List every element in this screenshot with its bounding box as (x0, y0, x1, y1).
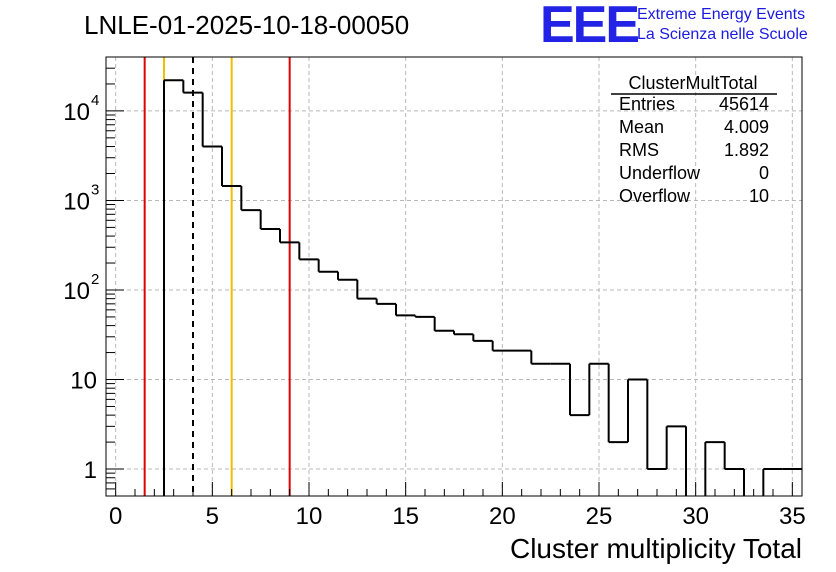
stats-row-label: RMS (619, 140, 659, 160)
stats-row-value: 4.009 (724, 117, 769, 137)
y-tick-exponent: 3 (91, 181, 99, 198)
x-tick-label: 0 (109, 503, 122, 530)
x-tick-label: 25 (586, 503, 613, 530)
stats-row-value: 45614 (719, 94, 769, 114)
stats-row-value: 1.892 (724, 140, 769, 160)
stats-row-value: 0 (759, 163, 769, 183)
eee-logo: EEE Extreme Energy Events La Scienza nel… (540, 0, 808, 54)
x-tick-label: 35 (779, 503, 806, 530)
x-tick-label: 10 (296, 503, 323, 530)
y-tick-label: 10 (63, 99, 90, 126)
grid-lines (106, 57, 802, 496)
axes (105, 56, 803, 497)
stats-row-label: Underflow (619, 163, 701, 183)
x-tick-label: 20 (489, 503, 516, 530)
stats-row-label: Overflow (619, 186, 691, 206)
stats-row-value: 10 (749, 186, 769, 206)
logo-tagline-2: La Scienza nelle Scuole (637, 26, 808, 43)
eee-logo-text: EEE (540, 0, 638, 54)
x-axis-label: Cluster multiplicity Total (510, 533, 802, 564)
y-tick-label: 1 (84, 457, 97, 484)
x-tick-label: 5 (206, 503, 219, 530)
stats-title: ClusterMultTotal (628, 73, 757, 93)
y-tick-exponent: 4 (91, 92, 99, 109)
chart-title: LNLE-01-2025-10-18-00050 (84, 10, 409, 40)
y-tick-label: 10 (70, 368, 97, 395)
stats-row-label: Entries (619, 94, 675, 114)
histogram-series (163, 79, 802, 496)
x-tick-label: 30 (682, 503, 709, 530)
x-axis-ticks: 0 5 10 15 20 25 30 35 (109, 482, 806, 530)
logo-tagline-1: Extreme Energy Events (637, 6, 805, 23)
plot-frame (105, 56, 803, 497)
stats-row-label: Mean (619, 117, 664, 137)
x-tick-label: 15 (392, 503, 419, 530)
y-tick-label: 10 (63, 278, 90, 305)
stats-box: ClusterMultTotal Entries 45614 Mean 4.009 RM… (611, 73, 777, 206)
y-tick-label: 10 (63, 188, 90, 215)
y-tick-exponent: 2 (91, 271, 99, 288)
